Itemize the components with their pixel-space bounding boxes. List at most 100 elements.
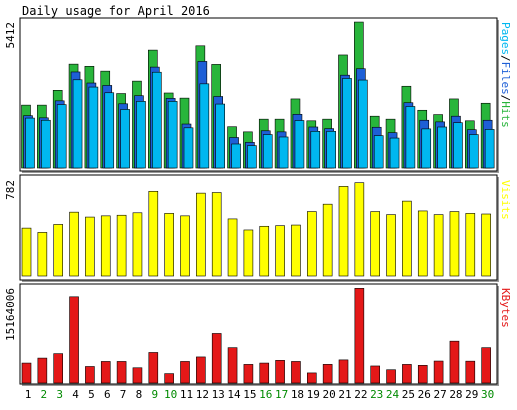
kbytes-bar-day-12: [196, 356, 206, 384]
day-label: 9: [151, 388, 158, 401]
visits-bar-day-27: [433, 214, 444, 277]
visits-bar-day-19: [306, 211, 317, 277]
visits-bar-day-18: [291, 224, 301, 277]
day-label: 3: [56, 388, 63, 401]
legend-hits: Hits: [499, 101, 512, 128]
visits-bar-day-4: [69, 211, 79, 277]
visits-bar-day-23: [370, 211, 381, 277]
pages-bar-day-12: [199, 83, 210, 169]
day-label: 15: [243, 388, 256, 401]
hits-panel-ymax-label: 5412: [4, 22, 17, 49]
kbytes-bar-day-24: [386, 369, 396, 384]
day-label: 6: [104, 388, 111, 401]
day-label: 26: [418, 388, 431, 401]
day-label: 2: [41, 388, 48, 401]
pages-bar-day-6: [104, 92, 115, 169]
day-label: 13: [212, 388, 225, 401]
day-label: 14: [227, 388, 241, 401]
pages-bar-day-10: [167, 101, 178, 169]
kbytes-bar-day-8: [132, 367, 143, 384]
kbytes-bar-day-22: [354, 288, 365, 384]
kbytes-bar-day-10: [164, 373, 174, 384]
day-label: 20: [323, 388, 336, 401]
day-label: 27: [433, 388, 446, 401]
legend-visits: Visits: [499, 180, 512, 220]
visits-bar-day-12: [196, 192, 206, 277]
kbytes-bars: [21, 288, 491, 384]
kbytes-bar-day-5: [85, 366, 95, 384]
pages-bar-day-23: [373, 135, 384, 169]
kbytes-bar-day-2: [37, 357, 48, 384]
visits-bar-day-6: [100, 215, 111, 277]
day-label: 21: [338, 388, 351, 401]
day-label: 12: [196, 388, 209, 401]
day-label: 4: [72, 388, 79, 401]
kbytes-bar-day-4: [69, 296, 79, 384]
day-label: 30: [481, 388, 494, 401]
kbytes-bar-day-25: [402, 364, 412, 384]
kbytes-bar-day-16: [259, 362, 270, 384]
panel-border: [19, 283, 498, 385]
pages-bar-day-29: [468, 134, 479, 169]
kbytes-bar-day-26: [417, 365, 428, 384]
pages-bar-day-27: [437, 126, 447, 169]
kbytes-bar-day-27: [433, 360, 444, 384]
legend-pages: Pages: [499, 22, 512, 55]
day-label: 7: [120, 388, 127, 401]
day-label: 24: [386, 388, 400, 401]
day-label: 29: [465, 388, 478, 401]
legend-files: Files: [499, 62, 512, 95]
pages-bar-day-13: [215, 103, 225, 169]
day-label: 18: [291, 388, 304, 401]
pages-bar-day-26: [421, 128, 432, 169]
pages-bar-day-4: [72, 79, 83, 169]
day-label: 8: [136, 388, 143, 401]
kbytes-bar-day-17: [275, 360, 285, 384]
visits-bar-day-1: [21, 227, 32, 277]
legend-separator: /: [499, 95, 512, 102]
kbytes-bar-day-3: [53, 353, 64, 384]
visits-bar-day-11: [180, 215, 190, 277]
kbytes-bar-day-14: [227, 347, 238, 384]
kbytes-bar-day-1: [21, 362, 32, 384]
pages-bar-day-2: [41, 119, 51, 169]
visits-bar-day-30: [481, 213, 491, 277]
kbytes-bar-day-23: [370, 365, 381, 384]
chart-title: Daily usage for April 2016: [22, 4, 210, 18]
visits-bar-day-16: [259, 225, 270, 277]
day-label: 23: [370, 388, 383, 401]
pages-bar-day-30: [484, 129, 495, 169]
visits-bar-day-24: [386, 214, 396, 277]
day-label: 19: [307, 388, 320, 401]
kbytes-bar-day-9: [148, 352, 159, 384]
visits-bar-day-8: [132, 212, 143, 277]
kbytes-bar-day-18: [291, 361, 301, 384]
kbytes-bar-day-21: [338, 359, 349, 384]
visits-bar-day-28: [449, 211, 460, 277]
pages-bar-day-11: [183, 127, 194, 169]
kbytes-bar-day-11: [180, 361, 190, 384]
pages-bar-day-19: [310, 131, 321, 169]
kbytes-panel-ymax-label: 15164006: [4, 288, 17, 341]
visits-bar-day-29: [465, 213, 476, 277]
pages-bar-day-1: [25, 117, 35, 169]
kbytes-bar-day-15: [243, 364, 254, 384]
kbytes-bar-day-29: [465, 360, 476, 384]
hits-files-pages-bars: [21, 21, 495, 169]
pages-bar-day-17: [278, 136, 289, 169]
visits-bar-day-15: [243, 229, 254, 277]
day-label: 5: [88, 388, 95, 401]
kbytes-bar-day-13: [211, 333, 222, 384]
visits-bar-day-17: [275, 225, 285, 277]
day-label: 16: [259, 388, 272, 401]
pages-bar-day-20: [326, 131, 336, 169]
pages-bar-day-7: [120, 109, 130, 169]
visits-bar-day-3: [53, 224, 64, 277]
panel-border: [19, 174, 498, 281]
day-label: 28: [449, 388, 462, 401]
kbytes-bar-day-7: [116, 361, 127, 384]
pages-bar-day-22: [358, 79, 368, 169]
visits-bar-day-9: [148, 190, 159, 277]
day-label: 1: [25, 388, 32, 401]
